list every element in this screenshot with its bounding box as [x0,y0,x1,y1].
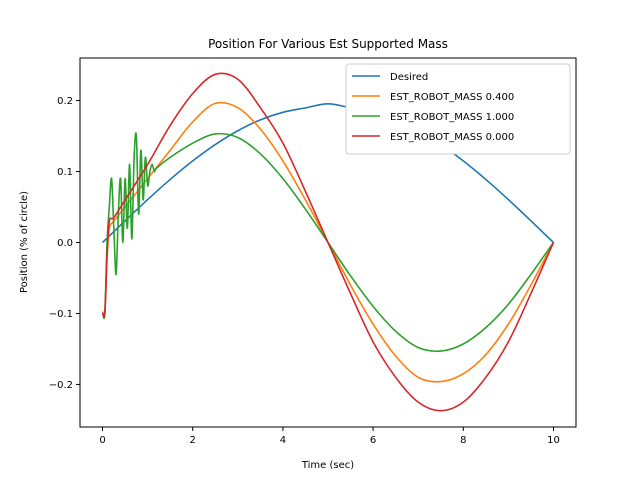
legend-box [345,63,571,155]
x-tick-label: 8 [460,435,466,446]
x-tick-label: 4 [280,435,286,446]
x-axis-label: Time (sec) [301,460,354,471]
y-tick-label: 0.2 [57,96,73,107]
y-tick-label: 0.1 [57,167,73,178]
y-tick-label: 0.0 [57,238,73,249]
x-tick-label: 0 [99,435,105,446]
legend: Desired EST_ROBOT_MASS 0.400 EST_ROBOT_MAS… [345,63,571,155]
series-line-3 [101,72,555,412]
legend-label: EST_ROBOT_MASS 0.400 [390,92,514,103]
legend-label: EST_ROBOT_MASS 0.000 [390,132,514,143]
series-line-2 [101,132,555,353]
series-layer [101,72,555,412]
y-tick-label: −0.2 [49,380,73,391]
legend-label: Desired [390,72,428,83]
x-tick-label: 2 [190,435,196,446]
chart-title: Position For Various Est Supported Mass [208,37,448,51]
x-tick-label: 10 [547,435,560,446]
y-axis-label: Position (% of circle) [19,191,30,293]
x-tick-label: 6 [370,435,376,446]
legend-label: EST_ROBOT_MASS 1.000 [390,112,514,123]
series-line-0 [101,102,555,244]
x-axis: 0 2 4 6 8 10 [99,427,560,446]
y-tick-label: −0.1 [49,309,73,320]
y-axis: −0.2 −0.1 0.0 0.1 0.2 [49,96,80,391]
